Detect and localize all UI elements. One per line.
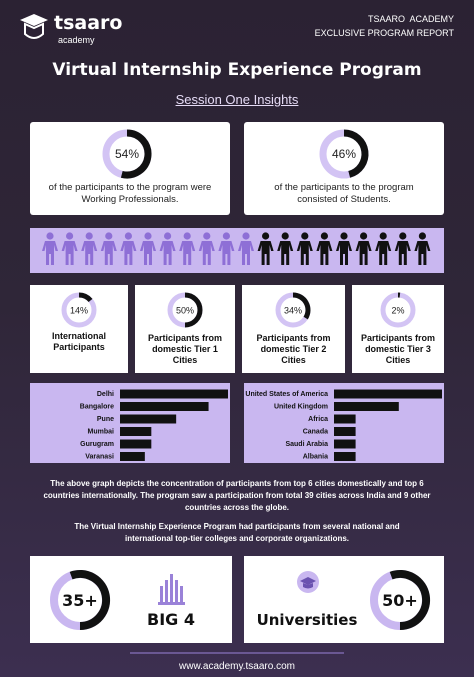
category-label: Gurugram xyxy=(80,441,114,448)
segment-card xyxy=(242,285,345,373)
big4-icon xyxy=(158,574,185,605)
bar xyxy=(334,414,356,424)
donut-arc xyxy=(78,292,93,303)
stat-card xyxy=(244,122,444,215)
bar xyxy=(120,389,228,399)
bar xyxy=(120,439,152,449)
highlight-card xyxy=(244,556,444,643)
person-icon xyxy=(238,232,254,265)
bar xyxy=(334,402,399,411)
paragraph: The above graph depicts the concentratio… xyxy=(43,479,431,512)
title: Virtual Internship Experience Program xyxy=(52,60,422,80)
org-name: TSAARO ACADEMY xyxy=(367,14,454,24)
donut-arc xyxy=(292,292,311,320)
brand-sub: academy xyxy=(58,35,95,45)
person-icon xyxy=(316,232,333,265)
percent-label: 46% xyxy=(332,147,356,161)
bar xyxy=(334,452,356,461)
person-icon xyxy=(296,232,313,265)
ring-decor xyxy=(69,570,111,631)
person-icon xyxy=(355,232,372,265)
category-label: Varanasi xyxy=(85,453,114,460)
person-icon xyxy=(394,232,411,265)
highlight-number: 35+ xyxy=(62,591,98,610)
donut-arc xyxy=(120,129,152,179)
person-icon xyxy=(120,232,137,265)
bar xyxy=(120,452,145,461)
paragraph: The Virtual Internship Experience Progra… xyxy=(74,522,400,543)
category-label: United Kingdom xyxy=(274,403,328,410)
bar xyxy=(334,439,356,449)
ring-decor xyxy=(389,570,431,631)
people-band xyxy=(30,228,444,273)
person-icon xyxy=(81,232,98,265)
bar xyxy=(120,402,209,411)
percent-label: 54% xyxy=(115,147,139,161)
category-label: Canada xyxy=(303,428,328,435)
segment-text: Participants from domestic Tier 3 Cities xyxy=(360,333,436,365)
segment-card xyxy=(135,285,235,373)
highlight-number: 50+ xyxy=(382,591,418,610)
highlight-label: Universities xyxy=(256,611,358,629)
university-icon xyxy=(300,577,316,589)
stat-text: of the participants to the program consi… xyxy=(274,182,414,205)
category-label: Africa xyxy=(308,416,328,423)
person-icon xyxy=(42,232,58,265)
category-label: Pune xyxy=(97,416,114,423)
highlight-label: BIG 4 xyxy=(147,610,195,629)
report-name: EXCLUSIVE PROGRAM REPORT xyxy=(314,28,454,38)
percent-label: 34% xyxy=(284,305,302,315)
logo-cap xyxy=(20,14,48,26)
segment-text: Participants from domestic Tier 1 Cities xyxy=(147,333,223,365)
percent-label: 2% xyxy=(391,305,404,315)
stat-card xyxy=(30,122,230,215)
donut-arc xyxy=(343,129,369,178)
segment-text: International Participants xyxy=(51,331,106,352)
category-label: Bangalore xyxy=(80,403,114,410)
segment-text: Participants from domestic Tier 2 Cities xyxy=(256,333,331,365)
percent-label: 50% xyxy=(176,305,194,315)
person-icon xyxy=(140,232,156,265)
highlight-card xyxy=(30,556,232,643)
stat-text: of the participants to the program were … xyxy=(48,182,212,205)
person-icon xyxy=(277,232,294,265)
footer: www.academy.tsaaro.com xyxy=(179,661,295,672)
subtitle: Session One Insights xyxy=(175,92,299,107)
bar xyxy=(334,427,356,436)
brand: tsaaro xyxy=(54,12,123,34)
category-label: United States of America xyxy=(245,391,328,398)
person-icon xyxy=(257,232,274,265)
category-label: Saudi Arabia xyxy=(285,441,328,448)
percent-label: 14% xyxy=(70,305,88,315)
person-icon xyxy=(179,232,196,265)
bar xyxy=(120,414,177,424)
person-icon xyxy=(336,232,352,265)
person-icon xyxy=(375,232,392,265)
person-icon xyxy=(218,232,235,265)
logo-shield xyxy=(24,22,44,39)
category-label: Mumbai xyxy=(88,428,115,435)
person-icon xyxy=(159,232,176,265)
person-icon xyxy=(198,232,215,265)
person-icon xyxy=(414,232,431,265)
segment-card xyxy=(30,285,128,373)
donut-arc xyxy=(184,292,203,328)
category-label: Delhi xyxy=(97,391,114,398)
bar xyxy=(120,427,152,436)
bar xyxy=(334,389,442,399)
person-icon xyxy=(61,232,78,265)
segment-card xyxy=(352,285,444,373)
person-icon xyxy=(100,232,117,265)
category-label: Albania xyxy=(303,453,328,460)
